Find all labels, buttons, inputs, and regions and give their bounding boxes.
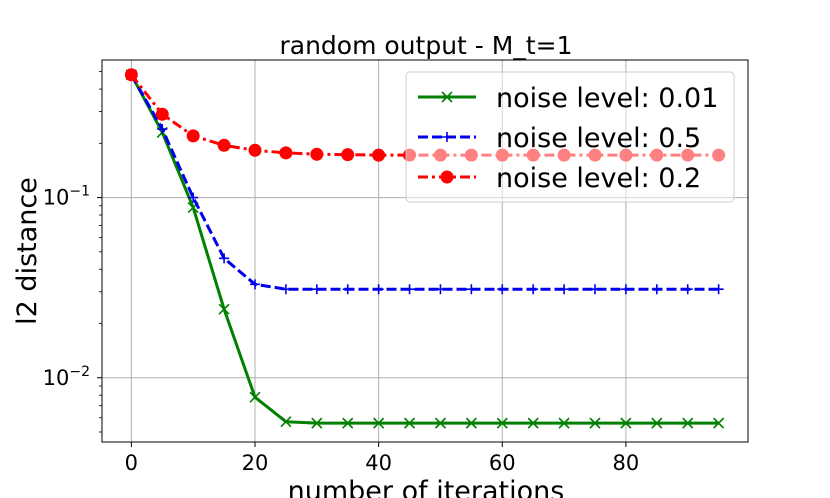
data-point [124,68,138,82]
data-point [218,303,230,315]
data-point [559,284,570,295]
data-point [528,284,539,295]
series-line [130,74,719,425]
data-point [590,284,600,295]
legend-label: noise level: 0.5 [496,123,701,154]
data-point [311,284,322,295]
data-point [341,148,355,162]
data-point [342,417,354,429]
data-point [310,147,324,161]
data-point [440,170,454,184]
data-point [219,253,230,264]
legend: noise level: 0.01 noise level: 0.5 noise l… [405,71,735,203]
data-point [404,284,415,295]
data-point [442,132,452,142]
data-point [311,417,323,429]
data-point [441,91,453,103]
y-tick-label: 10−2 [43,364,90,390]
y-tick-label: 10−1 [43,184,90,210]
data-point [682,284,693,295]
data-point [497,284,508,295]
data-point [466,284,477,295]
series-line [130,74,719,291]
data-point [279,146,293,160]
data-point [713,284,724,295]
x-tick-label: 60 [489,451,516,475]
data-point [435,284,446,295]
data-point [373,417,385,429]
data-point [589,417,601,429]
data-point [249,391,261,403]
x-axis-label: number of iterations [288,476,565,498]
series-+ [126,69,724,295]
data-point [280,416,292,428]
data-point [403,417,416,429]
legend-label: noise level: 0.2 [496,163,701,194]
data-point [651,284,662,295]
y-axis-ticks: 10−1 10−2 [43,71,102,433]
data-point [651,417,663,429]
x-tick-label: 0 [125,451,138,475]
legend-box [405,71,735,203]
data-point [373,284,384,295]
x-tick-label: 40 [365,451,392,475]
data-point [558,417,570,429]
data-point [620,284,631,295]
y-axis-label: l2 distance [12,177,43,325]
data-point [620,417,632,429]
data-point [157,124,168,135]
data-point [280,284,291,295]
data-point [217,138,231,152]
data-point [342,284,353,295]
x-tick-label: 80 [613,451,640,475]
data-point [527,417,539,429]
data-point [434,417,447,429]
data-point [248,143,262,157]
data-point [155,107,169,121]
legend-label: noise level: 0.01 [496,83,718,114]
data-point [186,129,200,143]
data-point [372,148,386,162]
chart-title: random output - M_t=1 [279,31,572,60]
axes-frame [101,59,749,443]
data-point [713,417,725,429]
data-point [465,417,477,429]
plot-area-border [101,59,749,443]
x-tick-label: 20 [242,451,269,475]
data-point [682,417,694,429]
data-point [496,417,508,429]
data-point [188,192,199,203]
data-point [250,279,260,290]
x-axis-ticks: 0 20 40 60 80 [125,442,640,475]
